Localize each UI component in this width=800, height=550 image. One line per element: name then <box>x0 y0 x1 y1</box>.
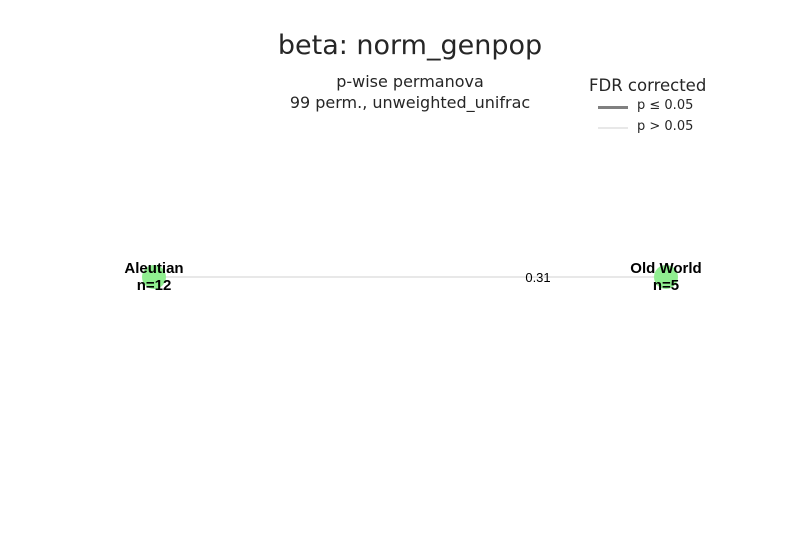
legend: FDR corrected p ≤ 0.05 p > 0.05 <box>589 76 729 139</box>
node-old-world <box>654 265 678 289</box>
legend-line-not-significant <box>598 127 628 129</box>
legend-title: FDR corrected <box>589 76 707 95</box>
node-aleutian <box>142 265 166 289</box>
node-aleutian-name: Aleutian <box>124 260 183 277</box>
legend-line-significant <box>598 106 628 109</box>
legend-label-not-significant: p > 0.05 <box>637 119 694 134</box>
node-old-world-count: n=5 <box>653 277 679 294</box>
permutation-metric-subtitle: 99 perm., unweighted_unifrac <box>289 93 531 112</box>
node-aleutian-count: n=12 <box>137 277 172 294</box>
edge-p-value-label: 0.31 <box>525 270 550 285</box>
chart-title: beta: norm_genpop <box>277 30 543 61</box>
legend-item-significant: p ≤ 0.05 <box>589 97 729 118</box>
legend-item-not-significant: p > 0.05 <box>589 118 729 139</box>
legend-label-significant: p ≤ 0.05 <box>637 98 694 113</box>
test-method-subtitle: p-wise permanova <box>336 72 484 91</box>
node-old-world-name: Old World <box>630 260 701 277</box>
